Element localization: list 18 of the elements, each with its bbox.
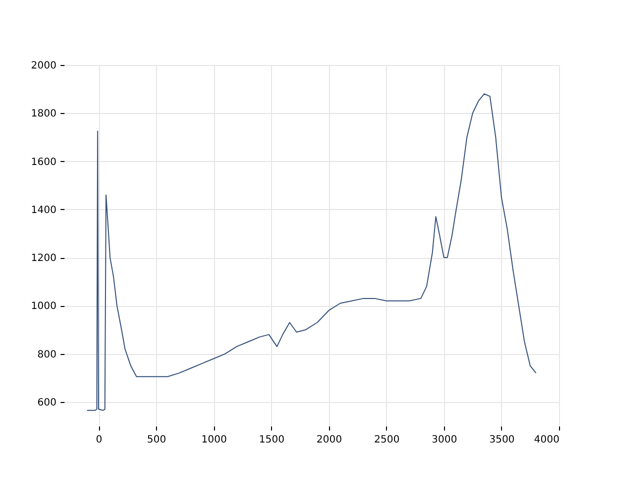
x-tick-label: 3500 [489, 434, 515, 446]
x-tick-label: 1000 [201, 434, 227, 446]
x-tick-label: 1500 [258, 434, 284, 446]
x-tick-label: 3000 [432, 434, 458, 446]
x-tick-label: 2500 [374, 434, 400, 446]
y-tick-label: 600 [37, 397, 56, 408]
y-tick-label: 1800 [31, 108, 56, 120]
x-tick-label: 500 [147, 434, 166, 446]
y-tick-label: 800 [37, 349, 56, 360]
line-series [86, 93, 536, 411]
x-tick-label: 4000 [534, 434, 560, 446]
x-tick-label: 0 [96, 434, 102, 446]
y-tick-label: 2000 [31, 60, 56, 72]
y-tick-label: 1400 [31, 204, 56, 216]
y-tick-label: 1600 [31, 156, 56, 168]
y-tick-label: 1200 [31, 253, 56, 264]
x-tick-label: 2000 [316, 434, 342, 446]
y-tick-label: 1000 [31, 301, 56, 312]
